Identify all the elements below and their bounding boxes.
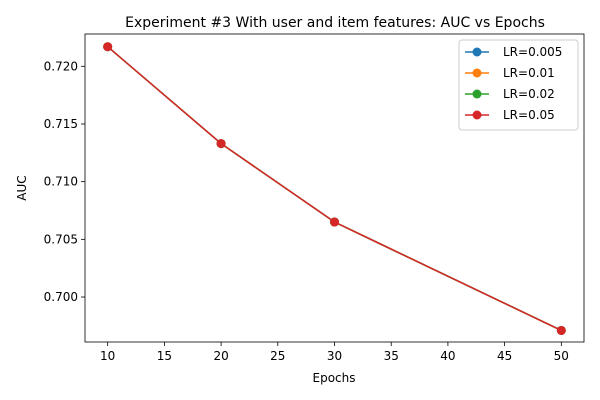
x-tick-label: 25 (270, 349, 285, 363)
legend: LR=0.005 LR=0.01 LR=0.02 LR=0.05 (458, 39, 579, 131)
y-tick-label: 0.720 (44, 59, 78, 73)
legend-marker (472, 68, 482, 78)
data-point (330, 217, 339, 227)
x-tick-label: 40 (440, 349, 455, 363)
y-tick-label: 0.715 (44, 117, 78, 131)
legend-label: LR=0.005 (503, 45, 562, 59)
chart-title: Experiment #3 With user and item feature… (125, 15, 545, 31)
x-tick-label: 10 (100, 349, 115, 363)
x-tick-label: 35 (384, 349, 399, 363)
legend-box (458, 39, 579, 131)
legend-label: LR=0.05 (503, 108, 555, 122)
legend-label: LR=0.02 (503, 87, 555, 101)
legend-marker (472, 47, 482, 57)
x-tick-label: 20 (213, 349, 228, 363)
y-axis-ticks: 0.700 0.705 0.710 0.715 0.720 (44, 59, 85, 304)
legend-marker (472, 89, 482, 99)
y-tick-label: 0.710 (44, 175, 78, 189)
legend-item: LR=0.01 (465, 66, 555, 80)
y-tick-label: 0.700 (44, 290, 78, 304)
legend-label: LR=0.01 (503, 66, 555, 80)
plot-frame (84, 33, 585, 343)
legend-item: LR=0.02 (465, 87, 555, 101)
series-layer (103, 42, 566, 335)
x-tick-label: 15 (157, 349, 172, 363)
data-point (216, 139, 226, 149)
legend-item: LR=0.005 (465, 45, 562, 59)
x-axis-ticks: 10 15 20 25 30 35 40 45 50 (100, 342, 569, 363)
x-tick-label: 45 (497, 349, 512, 363)
y-axis-label: AUC (15, 175, 29, 200)
x-tick-label: 50 (554, 349, 569, 363)
data-point (556, 325, 566, 335)
data-point (103, 42, 113, 52)
series-line (107, 46, 562, 332)
legend-marker (472, 110, 482, 120)
legend-item: LR=0.05 (465, 108, 555, 122)
x-axis-label: Epochs (313, 371, 356, 385)
y-tick-label: 0.705 (44, 232, 78, 246)
x-tick-label: 30 (327, 349, 342, 363)
series-4 (103, 42, 566, 335)
